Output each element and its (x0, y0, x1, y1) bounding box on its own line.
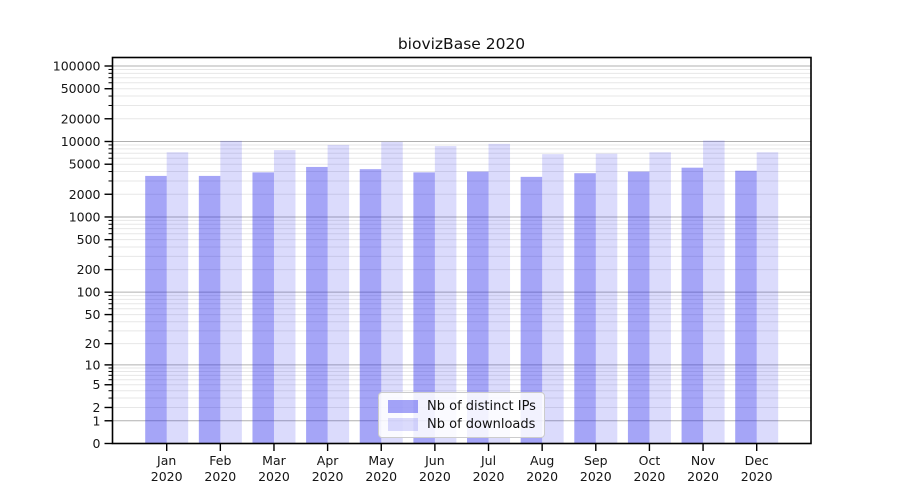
y-tick-label: 5000 (69, 157, 101, 172)
y-tick-label: 200 (77, 262, 101, 277)
y-tick-label: 20 (85, 336, 101, 351)
x-tick-label-year: 2020 (151, 469, 183, 484)
x-tick-label-year: 2020 (687, 469, 719, 484)
x-tick-label-month: Oct (639, 453, 661, 468)
bar-distinct-ips-jul (467, 171, 489, 444)
x-tick-label-month: Sep (584, 453, 608, 468)
y-tick-label: 2 (93, 400, 101, 415)
x-tick-label-month: Apr (317, 453, 339, 468)
bar-distinct-ips-sep (574, 173, 596, 444)
x-tick-label-month: Jun (424, 453, 445, 468)
bar-downloads-aug (542, 154, 564, 444)
x-tick-label-month: Dec (745, 453, 769, 468)
x-tick-label-year: 2020 (419, 469, 451, 484)
bar-downloads-jan (166, 152, 189, 444)
bar-downloads-may (381, 141, 403, 444)
legend-swatch-distinct-ips (388, 399, 418, 413)
bar-downloads-mar (273, 150, 296, 444)
y-tick-label: 100000 (53, 58, 101, 73)
y-tick-label: 500 (77, 232, 101, 247)
legend-item-downloads: Nb of downloads (388, 416, 536, 432)
plot-border (111, 56, 812, 445)
y-tick-label: 50 (85, 307, 101, 322)
bar-downloads-jul (488, 143, 511, 444)
x-tick-label-year: 2020 (258, 469, 290, 484)
legend: Nb of distinct IPs Nb of downloads (378, 392, 545, 438)
x-tick-label-year: 2020 (526, 469, 558, 484)
bar-downloads-sep (595, 153, 618, 444)
x-tick-label-month: Mar (262, 453, 286, 468)
y-tick-label: 0 (93, 436, 101, 451)
bar-distinct-ips-jun (413, 172, 435, 444)
y-tick-label: 10 (85, 357, 101, 372)
bar-distinct-ips-feb (198, 175, 221, 444)
x-tick-label-year: 2020 (634, 469, 666, 484)
bar-downloads-feb (220, 140, 242, 444)
y-tick-label: 2000 (69, 187, 101, 202)
y-tick-label: 100 (77, 285, 101, 300)
legend-item-distinct-ips: Nb of distinct IPs (388, 398, 536, 414)
legend-label-downloads: Nb of downloads (427, 416, 536, 432)
bar-distinct-ips-dec (735, 170, 757, 444)
chart-title: biovizBase 2020 (397, 35, 526, 53)
bar-downloads-dec (756, 152, 779, 444)
x-tick-label-month: Jul (480, 453, 496, 468)
bar-distinct-ips-apr (306, 166, 328, 444)
x-tick-label-month: May (368, 453, 394, 468)
x-tick-label-year: 2020 (473, 469, 505, 484)
x-tick-label-month: Feb (209, 453, 231, 468)
y-tick-label: 5 (93, 377, 101, 392)
bar-distinct-ips-mar (252, 172, 274, 444)
y-tick-label: 1000 (69, 209, 101, 224)
y-tick-label: 50000 (61, 81, 101, 96)
bar-distinct-ips-jan (145, 175, 167, 444)
bar-distinct-ips-may (359, 169, 382, 444)
x-tick-label-year: 2020 (580, 469, 612, 484)
bar-downloads-nov (703, 140, 725, 444)
x-tick-label-month: Jan (156, 453, 176, 468)
x-tick-label-year: 2020 (741, 469, 773, 484)
y-tick-label: 10000 (61, 134, 101, 149)
bar-downloads-jun (434, 146, 457, 444)
x-tick-label-month: Aug (530, 453, 554, 468)
legend-label-distinct-ips: Nb of distinct IPs (427, 398, 536, 414)
bar-downloads-oct (649, 152, 671, 444)
legend-swatch-downloads (388, 417, 418, 431)
x-tick-label-year: 2020 (312, 469, 344, 484)
bar-distinct-ips-nov (681, 167, 704, 444)
y-tick-label: 20000 (61, 111, 101, 126)
y-tick-label: 1 (93, 413, 101, 428)
bar-distinct-ips-aug (520, 176, 543, 444)
bar-distinct-ips-oct (627, 171, 650, 444)
x-tick-label-month: Nov (691, 453, 716, 468)
x-tick-label-year: 2020 (365, 469, 397, 484)
x-tick-label-year: 2020 (204, 469, 236, 484)
bar-downloads-apr (327, 144, 350, 444)
